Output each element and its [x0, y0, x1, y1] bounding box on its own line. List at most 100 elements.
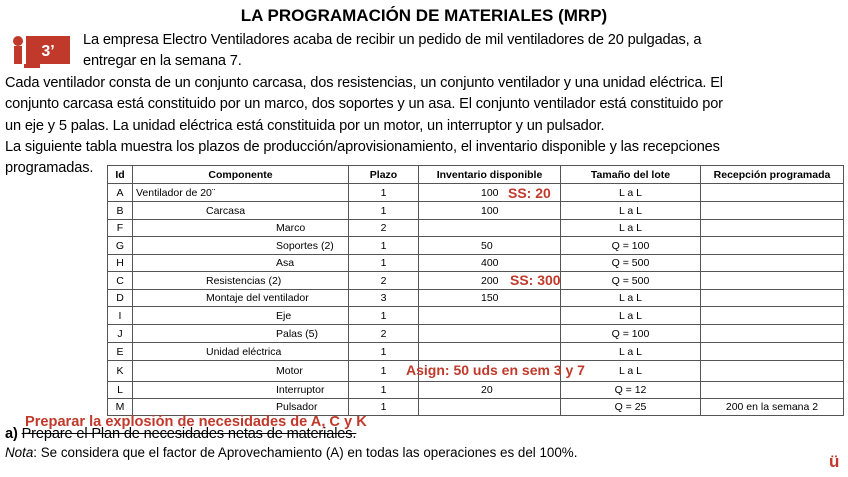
table-row: D Montaje del ventilador 3 150 L a L [107, 289, 844, 307]
table-cell [700, 271, 844, 290]
table-row: E Unidad eléctrica 1 L a L [107, 342, 844, 361]
table-cell: Ventilador de 20¨ [132, 183, 349, 202]
table-row: M Pulsador 1 Q = 25 200 en la semana 2 [107, 398, 844, 416]
table-cell: 1 [348, 381, 419, 399]
table-cell: F [107, 219, 133, 237]
body-line: La siguiente tabla muestra los plazos de… [5, 139, 720, 155]
annotation: SS: 20 [508, 185, 551, 201]
table-cell: 2 [348, 271, 419, 290]
table-cell [700, 254, 844, 272]
table-row: C Resistencias (2) 2 200 Q = 500 [107, 271, 844, 290]
column-header: Recepción programada [700, 165, 844, 184]
logo: ü [829, 452, 840, 471]
table-cell: L a L [560, 289, 701, 307]
table-cell: Carcasa [132, 201, 349, 220]
title: LA PROGRAMACIÓN DE MATERIALES (MRP) [240, 6, 608, 25]
table-cell: 2 [348, 324, 419, 343]
table-cell: L a L [560, 342, 701, 361]
note: Nota: Se considera que el factor de Apro… [5, 445, 577, 460]
table-cell: 400 [418, 254, 561, 272]
body-line: conjunto carcasa está constituido por un… [5, 96, 723, 112]
icon-label: 3’ [41, 43, 54, 60]
table-cell: Montaje del ventilador [132, 289, 349, 307]
column-header: Inventario disponible [418, 165, 561, 184]
table-cell: Eje [132, 306, 349, 325]
table-row: L Interruptor 1 20 Q = 12 [107, 381, 844, 399]
table-row: B Carcasa 1 100 L a L [107, 201, 844, 220]
table-cell: H [107, 254, 133, 272]
table-cell: L a L [560, 306, 701, 325]
table-cell [418, 306, 561, 325]
table-cell: 100 [418, 201, 561, 220]
table-cell: Q = 100 [560, 324, 701, 343]
table-cell: 1 [348, 201, 419, 220]
table-cell: Palas (5) [132, 324, 349, 343]
table-cell: 1 [348, 306, 419, 325]
table-cell [418, 398, 561, 416]
table-cell [700, 324, 844, 343]
table-cell: 3 [348, 289, 419, 307]
table-cell: I [107, 306, 133, 325]
annotation: SS: 300 [510, 272, 561, 288]
table-row: J Palas (5) 2 Q = 100 [107, 324, 844, 343]
table-cell: 1 [348, 183, 419, 202]
task-label: a) [5, 426, 18, 442]
table-cell: Pulsador [132, 398, 349, 416]
table-cell [700, 360, 844, 382]
task-text: Prepare el Plan de necesidades netas de … [21, 426, 357, 442]
table-cell [700, 236, 844, 255]
annotation: Preparar la explosión de necesidades de … [25, 414, 367, 430]
header-row: Id Componente Plazo Inventario disponible Ta… [107, 165, 844, 184]
table-cell: L a L [560, 183, 701, 202]
table-cell: 200 en la semana 2 [700, 398, 844, 416]
column-header: Componente [132, 165, 349, 184]
table-cell [700, 219, 844, 237]
table-cell: Q = 500 [560, 254, 701, 272]
body-line: Cada ventilador consta de un conjunto ca… [5, 75, 723, 91]
table-cell: Motor [132, 360, 349, 382]
table-cell: M [107, 398, 133, 416]
table-row: F Marco 2 L a L [107, 219, 844, 237]
table-cell: 1 [348, 398, 419, 416]
table-row: I Eje 1 L a L [107, 306, 844, 325]
table-cell: Asa [132, 254, 349, 272]
table-cell [418, 219, 561, 237]
table-cell: L a L [560, 201, 701, 220]
table-cell: Q = 12 [560, 381, 701, 399]
table-cell: D [107, 289, 133, 307]
table-cell [700, 306, 844, 325]
table-cell [418, 342, 561, 361]
table-cell: Soportes (2) [132, 236, 349, 255]
table-cell: 50 [418, 236, 561, 255]
table-cell: G [107, 236, 133, 255]
table-cell: 1 [348, 254, 419, 272]
table-row: G Soportes (2) 1 50 Q = 100 [107, 236, 844, 255]
table-cell [418, 324, 561, 343]
table-cell: L [107, 381, 133, 399]
table-cell: Q = 100 [560, 236, 701, 255]
column-header: Plazo [348, 165, 419, 184]
table-cell [700, 381, 844, 399]
table-cell: E [107, 342, 133, 361]
table-cell: 2 [348, 219, 419, 237]
table-cell: Q = 25 [560, 398, 701, 416]
task: a) Prepare el Plan de necesidades netas … [5, 426, 356, 442]
table-cell: 150 [418, 289, 561, 307]
table-cell: 1 [348, 236, 419, 255]
table: Id Componente Plazo Inventario disponible Ta… [107, 165, 844, 416]
body-line: programadas. [5, 160, 94, 176]
body-line: un eje y 5 palas. La unidad eléctrica es… [5, 118, 605, 134]
table-cell: K [107, 360, 133, 382]
note-label: Nota [5, 445, 34, 460]
table-cell: J [107, 324, 133, 343]
table-cell: Q = 500 [560, 271, 701, 290]
table-cell [700, 183, 844, 202]
table-cell: L a L [560, 219, 701, 237]
table-row: A Ventilador de 20¨ 1 100 L a L [107, 183, 844, 202]
table-cell: C [107, 271, 133, 290]
table-cell: Marco [132, 219, 349, 237]
table-cell [700, 289, 844, 307]
intro-line: La empresa Electro Ventiladores acaba de… [83, 32, 702, 48]
annotation: Asign: 50 uds en sem 3 y 7 [406, 362, 585, 378]
